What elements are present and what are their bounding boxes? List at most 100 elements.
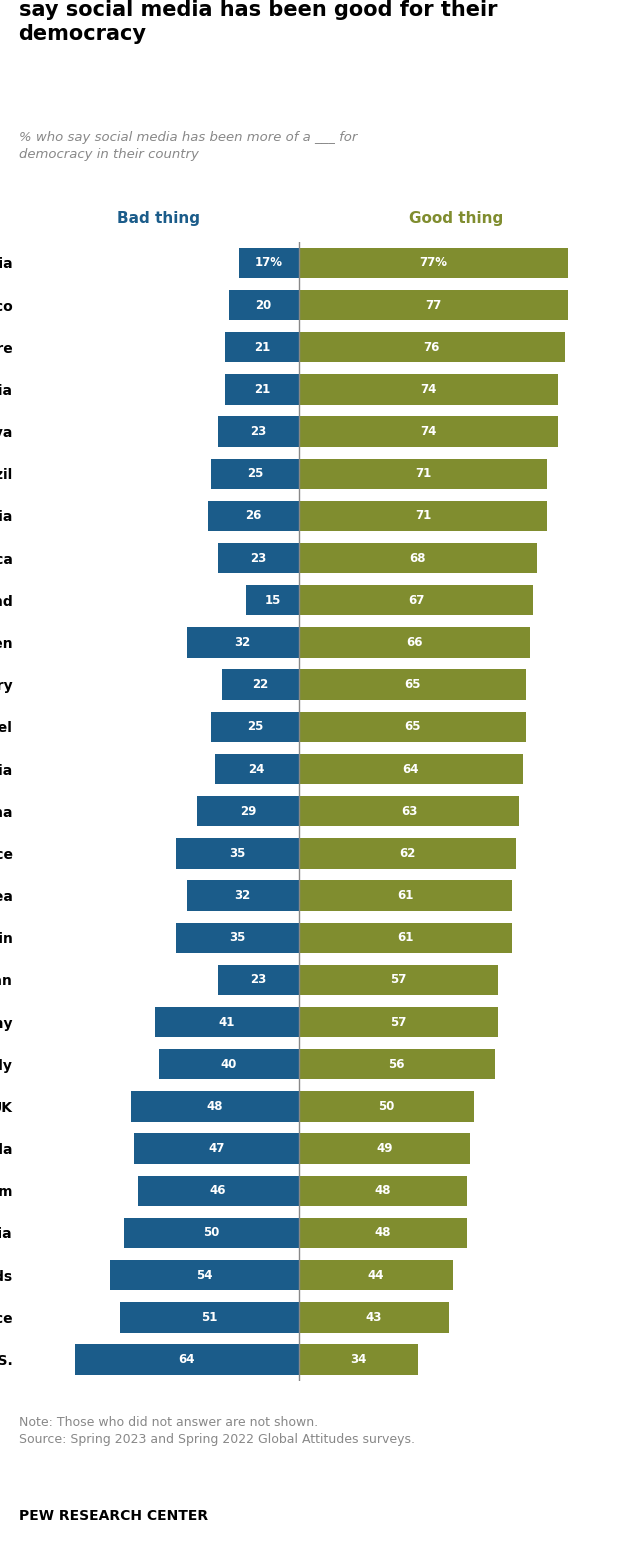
Text: 77: 77 <box>425 298 441 312</box>
Bar <box>159 1048 299 1080</box>
Text: 71: 71 <box>415 468 431 480</box>
Text: 65: 65 <box>404 679 421 691</box>
Text: 44: 44 <box>368 1268 384 1282</box>
Bar <box>155 1006 299 1037</box>
Bar <box>299 922 512 953</box>
Bar <box>218 543 299 574</box>
Text: 48: 48 <box>374 1184 391 1198</box>
Text: 25: 25 <box>247 468 263 480</box>
Text: 51: 51 <box>202 1310 218 1324</box>
Text: 20: 20 <box>255 298 272 312</box>
Text: 26: 26 <box>245 510 262 523</box>
Text: 34: 34 <box>350 1353 366 1367</box>
Text: 65: 65 <box>404 721 421 733</box>
Text: 21: 21 <box>254 382 270 396</box>
Bar <box>299 501 547 530</box>
Bar <box>299 753 523 785</box>
Text: PEW RESEARCH CENTER: PEW RESEARCH CENTER <box>19 1509 208 1523</box>
Text: 21: 21 <box>254 340 270 354</box>
Bar <box>110 1260 299 1290</box>
Text: 48: 48 <box>374 1226 391 1240</box>
Text: 29: 29 <box>240 805 256 817</box>
Text: 47: 47 <box>208 1142 224 1154</box>
Text: In most countries surveyed, large shares
say social media has been good for thei: In most countries surveyed, large shares… <box>19 0 502 44</box>
Text: 54: 54 <box>196 1268 213 1282</box>
Bar <box>299 1092 474 1122</box>
Text: 32: 32 <box>234 889 251 902</box>
Bar <box>138 1176 299 1206</box>
Text: 74: 74 <box>420 382 436 396</box>
Text: Note: Those who did not answer are not shown.
Source: Spring 2023 and Spring 202: Note: Those who did not answer are not s… <box>19 1416 415 1446</box>
Text: Bad thing: Bad thing <box>117 211 200 226</box>
Text: 41: 41 <box>219 1016 235 1028</box>
Bar <box>239 248 299 278</box>
Bar <box>299 838 516 869</box>
Bar <box>299 290 569 320</box>
Text: 43: 43 <box>366 1310 382 1324</box>
Bar <box>211 711 299 743</box>
Bar <box>299 711 526 743</box>
Text: 46: 46 <box>210 1184 226 1198</box>
Text: 15: 15 <box>264 594 281 607</box>
Text: 24: 24 <box>249 763 265 775</box>
Bar <box>74 1345 299 1374</box>
Bar <box>246 585 299 616</box>
Bar <box>229 290 299 320</box>
Bar <box>176 838 299 869</box>
Text: 61: 61 <box>397 889 414 902</box>
Text: 22: 22 <box>252 679 268 691</box>
Text: 66: 66 <box>406 636 422 649</box>
Text: 35: 35 <box>229 847 246 860</box>
Bar <box>299 1303 450 1332</box>
Bar <box>299 1218 467 1248</box>
Text: 25: 25 <box>247 721 263 733</box>
Bar <box>299 585 533 616</box>
Text: 67: 67 <box>408 594 424 607</box>
Text: 17%: 17% <box>255 256 283 270</box>
Text: 23: 23 <box>250 973 267 986</box>
Bar <box>299 880 512 911</box>
Text: 32: 32 <box>234 636 251 649</box>
Bar <box>299 796 520 827</box>
Text: 76: 76 <box>423 340 440 354</box>
Bar <box>299 669 526 700</box>
Bar <box>208 501 299 530</box>
Bar <box>299 964 498 995</box>
Text: 57: 57 <box>391 1016 407 1028</box>
Bar <box>123 1218 299 1248</box>
Bar <box>299 1048 495 1080</box>
Bar <box>218 417 299 446</box>
Text: 61: 61 <box>397 931 414 944</box>
Bar <box>187 627 299 658</box>
Text: 35: 35 <box>229 931 246 944</box>
Bar <box>299 1260 453 1290</box>
Text: 64: 64 <box>402 763 419 775</box>
Bar <box>299 248 569 278</box>
Bar <box>299 332 565 362</box>
Bar <box>299 627 529 658</box>
Text: Good thing: Good thing <box>409 211 503 226</box>
Bar <box>218 964 299 995</box>
Bar <box>225 332 299 362</box>
Text: 56: 56 <box>389 1058 405 1070</box>
Bar <box>299 1345 418 1374</box>
Text: 57: 57 <box>391 973 407 986</box>
Text: 71: 71 <box>415 510 431 523</box>
Bar <box>197 796 299 827</box>
Bar <box>299 459 547 488</box>
Bar <box>299 1134 470 1164</box>
Text: 62: 62 <box>399 847 415 860</box>
Bar <box>222 669 299 700</box>
Bar <box>299 543 537 574</box>
Bar <box>131 1092 299 1122</box>
Text: 64: 64 <box>179 1353 195 1367</box>
Text: 68: 68 <box>409 552 426 565</box>
Bar <box>187 880 299 911</box>
Text: 74: 74 <box>420 424 436 438</box>
Bar <box>211 459 299 488</box>
Bar <box>225 374 299 404</box>
Text: 77%: 77% <box>420 256 448 270</box>
Text: 63: 63 <box>401 805 417 817</box>
Bar <box>120 1303 299 1332</box>
Bar <box>176 922 299 953</box>
